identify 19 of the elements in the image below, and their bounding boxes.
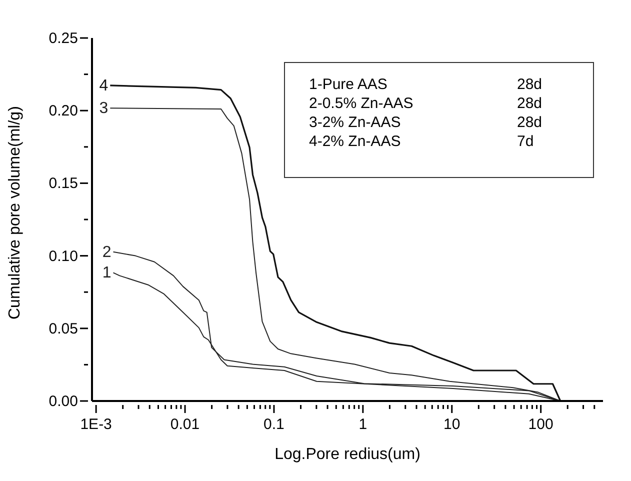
y-axis-title: Cumulative pore volume(ml/g) <box>6 106 24 320</box>
x-tick-label: 0.01 <box>170 416 200 433</box>
y-tick-label: 0.10 <box>48 248 78 265</box>
x-tick-label: 10 <box>444 416 460 433</box>
y-tick-label: 0.05 <box>48 320 78 338</box>
series-label: 3 <box>99 100 108 118</box>
x-tick-label: 100 <box>528 416 554 433</box>
y-tick-label: 0.15 <box>48 175 78 192</box>
series-label: 1 <box>102 264 112 282</box>
text-box: 1-Pure AAS 28d 2-0.5% Zn-AAS 28d 3-2% Zn-AAS 28d 4-2% Zn-AAS 7d <box>284 62 594 178</box>
x-tick-label: 0.1 <box>264 416 284 433</box>
x-axis-title: Log.Pore redius(um) <box>274 446 420 463</box>
y-tick-label: 0.20 <box>48 102 78 120</box>
y-tick-label: 0.00 <box>48 393 78 410</box>
x-tick-label: 1 <box>358 416 368 433</box>
series-label: 2 <box>102 244 112 261</box>
y-tick-label: 0.25 <box>48 30 78 47</box>
series-label: 4 <box>99 77 108 94</box>
x-tick-label: 1E-3 <box>80 416 112 433</box>
